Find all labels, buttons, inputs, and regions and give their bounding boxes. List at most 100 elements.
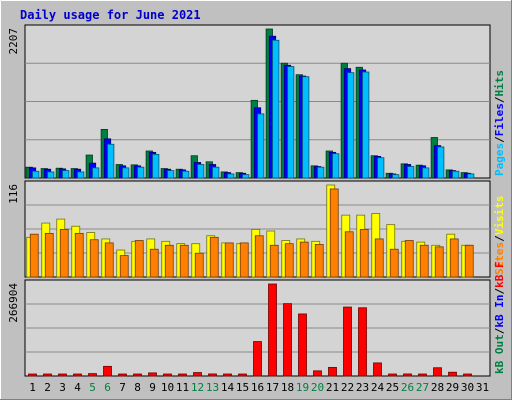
bar-kb-f-day-undefined (148, 372, 157, 377)
bar-sites-day-undefined (209, 236, 219, 278)
bar-pages-day-30 (467, 173, 475, 179)
bar-kb-f-day-undefined (373, 362, 382, 377)
x-tick-label-day-1: 1 (29, 381, 36, 394)
legend-requests: Pages/Files/Hits (493, 70, 506, 176)
bar-pages-day-24 (377, 157, 385, 179)
legend-kbytes: kB Out/kB In/kB F (493, 261, 506, 374)
x-tick-label-day-10: 10 (161, 381, 174, 394)
x-tick-label-day-26: 26 (401, 381, 414, 394)
bar-kb-f-day-undefined (358, 307, 367, 377)
x-tick-label-day-31: 31 (476, 381, 489, 394)
bar-pages-day-14 (227, 173, 235, 179)
bar-kb-f-day-undefined (238, 373, 247, 377)
bar-kb-f-day-undefined (208, 373, 217, 377)
bar-sites-day-undefined (404, 240, 414, 278)
legend-item-sites: Sites (493, 242, 506, 275)
bar-kb-f-day-undefined (433, 367, 442, 377)
bar-pages-day-22 (347, 72, 355, 179)
bar-kb-f-day-undefined (298, 313, 307, 377)
x-tick-label-day-9: 9 (149, 381, 156, 394)
bar-sites-day-undefined (149, 248, 159, 278)
chart-title: Daily usage for June 2021 (20, 8, 201, 22)
x-tick-label-day-2: 2 (44, 381, 51, 394)
x-tick-label-day-28: 28 (431, 381, 444, 394)
bar-sites-day-undefined (269, 244, 279, 278)
x-tick-label-day-24: 24 (371, 381, 385, 394)
bar-pages-day-17 (272, 39, 280, 179)
bar-sites-day-undefined (59, 229, 69, 278)
x-tick-label-day-6: 6 (104, 381, 111, 394)
x-tick-label-day-5: 5 (89, 381, 96, 394)
bar-kb-f-day-undefined (313, 370, 322, 377)
bar-sites-day-undefined (224, 242, 234, 278)
bar-pages-day-20 (317, 166, 325, 179)
bar-sites-day-undefined (164, 244, 174, 278)
x-tick-label-day-16: 16 (251, 381, 264, 394)
bar-pages-day-6 (107, 143, 115, 179)
bar-sites-day-undefined (464, 244, 474, 278)
bar-sites-day-undefined (119, 255, 129, 278)
bar-sites-day-undefined (29, 233, 39, 278)
legend-separator: / (493, 235, 506, 242)
legend-item-pages: Pages (493, 143, 506, 176)
bar-kb-f-day-undefined (268, 283, 277, 377)
bar-pages-day-12 (197, 164, 205, 179)
x-tick-label-day-17: 17 (266, 381, 279, 394)
bar-pages-day-29 (452, 170, 460, 179)
bar-kb-f-day-undefined (223, 373, 232, 377)
x-tick-label-day-13: 13 (206, 381, 219, 394)
bar-sites-day-undefined (299, 241, 309, 278)
x-tick-label-day-29: 29 (446, 381, 459, 394)
bar-sites-day-undefined (239, 242, 249, 278)
bar-pages-day-3 (62, 170, 70, 179)
x-tick-label-day-8: 8 (134, 381, 141, 394)
bar-pages-day-8 (137, 166, 145, 179)
legend-item-kb-out: kB Out (493, 334, 506, 374)
legend-item-kb-in: kB In (493, 295, 506, 328)
bar-pages-day-19 (302, 76, 310, 179)
x-tick-label-day-4: 4 (74, 381, 81, 394)
bar-pages-day-18 (287, 66, 295, 179)
bar-pages-day-25 (392, 174, 400, 179)
bar-kb-f-day-undefined (448, 371, 457, 377)
bar-kb-f-day-undefined (103, 365, 112, 377)
legend-item-files: Files (493, 103, 506, 136)
x-tick-label-day-18: 18 (281, 381, 294, 394)
bar-pages-day-21 (332, 153, 340, 179)
x-tick-label-day-30: 30 (461, 381, 474, 394)
bar-sites-day-undefined (284, 243, 294, 278)
legend-visitors: Sites/Visits (493, 196, 506, 276)
bar-kb-f-day-undefined (118, 373, 127, 377)
bar-pages-day-11 (182, 170, 190, 179)
y-max-label-requests: 2207 (7, 28, 20, 55)
x-tick-label-day-3: 3 (59, 381, 66, 394)
bar-pages-day-7 (122, 167, 130, 179)
y-max-label-kbytes: 266904 (7, 283, 20, 323)
bar-pages-day-9 (152, 153, 160, 179)
x-tick-label-day-20: 20 (311, 381, 324, 394)
bar-kb-f-day-undefined (28, 373, 37, 377)
legend-separator: / (493, 136, 506, 143)
bar-sites-day-undefined (434, 246, 444, 278)
bar-kb-f-day-undefined (463, 373, 472, 377)
x-tick-label-day-12: 12 (191, 381, 204, 394)
bar-pages-day-10 (167, 170, 175, 179)
bar-kb-f-day-undefined (343, 306, 352, 377)
bar-sites-day-undefined (44, 232, 54, 278)
x-tick-label-day-15: 15 (236, 381, 249, 394)
legend-separator: / (493, 327, 506, 334)
x-tick-label-day-19: 19 (296, 381, 309, 394)
bar-pages-day-23 (362, 71, 370, 179)
bar-kb-f-day-undefined (88, 373, 97, 377)
x-tick-label-day-21: 21 (326, 381, 339, 394)
bar-kb-f-day-undefined (43, 373, 52, 377)
x-tick-label-day-14: 14 (221, 381, 235, 394)
bar-kb-f-day-undefined (283, 303, 292, 377)
bar-pages-day-2 (47, 171, 55, 179)
legend-separator: / (493, 288, 506, 295)
legend-separator: / (493, 96, 506, 103)
bar-sites-day-undefined (314, 244, 324, 278)
y-max-label-visitors: 116 (7, 184, 20, 204)
